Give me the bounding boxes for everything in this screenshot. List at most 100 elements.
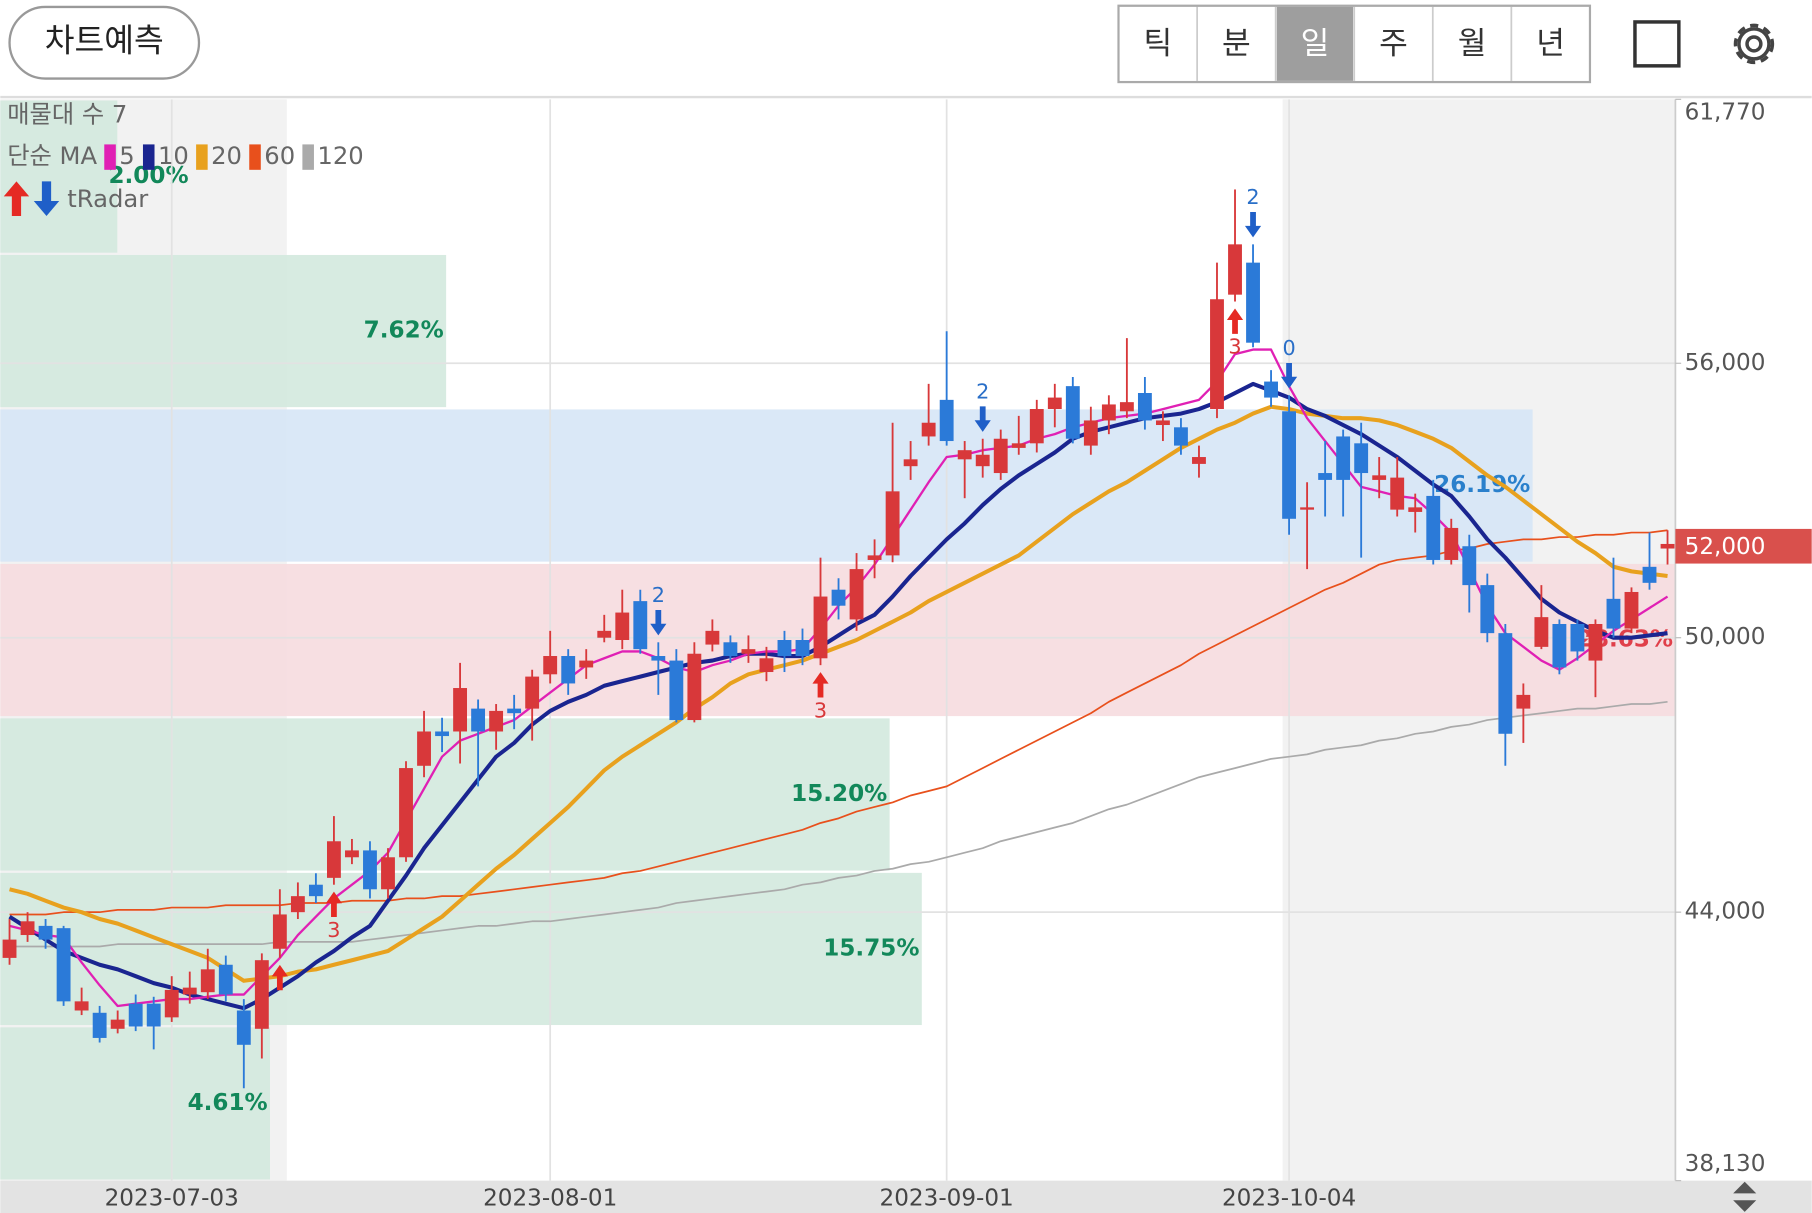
candle-body	[254, 960, 269, 1029]
signal-down-arrow	[974, 406, 991, 432]
ma-legend-swatch	[249, 144, 261, 170]
candle-body	[849, 569, 864, 620]
candle-body	[2, 939, 17, 958]
candle-body	[1210, 299, 1224, 410]
gear-ring[interactable]	[1737, 27, 1771, 61]
candle-body	[687, 653, 702, 721]
candle-body	[1174, 427, 1188, 446]
tab[interactable]	[1119, 6, 1196, 81]
candle-body	[345, 850, 359, 858]
candle-body	[921, 422, 936, 437]
candle-body	[669, 660, 684, 721]
candle-body	[1624, 591, 1639, 629]
x-tick-label: 2023-10-04	[1222, 1186, 1356, 1212]
candle-body	[1390, 477, 1405, 510]
candle-body	[1282, 411, 1297, 519]
signal-down-arrow	[650, 609, 667, 636]
gear-teeth[interactable]	[1733, 23, 1775, 65]
ma-legend-label: 60	[264, 141, 295, 170]
candle-body	[236, 1010, 251, 1045]
volume-profile-band	[0, 1027, 271, 1180]
signal-down-icon	[33, 181, 60, 217]
candle-body	[1408, 507, 1423, 512]
signal-label: 2	[976, 380, 989, 404]
tab-label[interactable]: 틱	[1143, 26, 1172, 62]
candle-body	[1047, 397, 1062, 410]
candle-body	[723, 642, 738, 657]
volume-profile-band	[0, 100, 118, 253]
ma-legend: 단순 MA	[7, 141, 97, 170]
tab-label[interactable]: 일	[1301, 26, 1330, 62]
candle-body	[56, 928, 71, 1002]
predict-button[interactable]	[8, 5, 201, 80]
scroll-up[interactable]	[1733, 1181, 1757, 1194]
candle-body	[975, 454, 990, 467]
candle-body	[182, 987, 197, 995]
candle-body	[128, 1003, 143, 1027]
ma-legend-swatch	[302, 144, 314, 170]
candle-body	[290, 896, 305, 913]
candle-body	[1300, 507, 1315, 510]
candle-body	[1354, 443, 1369, 474]
tab-label[interactable]: 년	[1536, 26, 1565, 62]
tab-label[interactable]: 분	[1222, 26, 1251, 62]
candle-body	[1246, 262, 1260, 343]
tab-label[interactable]: 주	[1379, 26, 1408, 62]
candle-body	[20, 921, 35, 936]
fullscreen-icon[interactable]	[1633, 20, 1681, 68]
moving-average-line	[9, 529, 1668, 916]
candle-body	[1480, 585, 1495, 634]
profile-legend: 매물대 수 7	[7, 100, 127, 129]
current-price-label: 52,000	[1685, 534, 1766, 560]
ma-legend-swatch	[142, 144, 155, 170]
settings-icon[interactable]	[1733, 23, 1775, 65]
volume-profile-label: 4.61%	[188, 1090, 268, 1116]
signal-label: 3	[814, 698, 827, 722]
x-tick-label: 2023-08-01	[483, 1186, 617, 1212]
current-price-box	[1675, 528, 1812, 564]
tab-label[interactable]: 월	[1458, 26, 1487, 62]
candle-body	[1372, 475, 1387, 480]
candle-body	[1318, 473, 1333, 480]
candle-body	[885, 491, 900, 556]
y-tick-label: 50,000	[1685, 624, 1766, 650]
candle-body	[1426, 495, 1441, 560]
volume-profile-band	[0, 409, 1533, 562]
candle-body	[867, 555, 882, 560]
candle-body	[1534, 617, 1549, 647]
candle-body	[741, 649, 756, 654]
tab[interactable]	[1433, 6, 1511, 81]
tab-selected[interactable]	[1276, 6, 1354, 81]
tab[interactable]	[1198, 6, 1275, 81]
moving-average-line	[8, 381, 1668, 1011]
candle-body	[381, 857, 395, 890]
x-tick-label: 2023-07-03	[105, 1186, 239, 1212]
candle-body	[308, 884, 323, 897]
candle-body	[1588, 623, 1603, 661]
ma-legend-swatch	[196, 144, 208, 170]
gear-hole[interactable]	[1745, 35, 1763, 53]
candle-body	[1660, 543, 1675, 549]
candle-body	[597, 630, 612, 638]
axes: 2023-07-03 2023-08-01 2023-09-01 2023-10-04…	[105, 98, 1812, 1212]
candle-body	[993, 438, 1008, 474]
tab[interactable]	[1355, 6, 1432, 81]
candle-body	[164, 989, 179, 1018]
predict-button-label[interactable]: 차트예측	[45, 22, 164, 60]
candle-body	[1642, 566, 1657, 583]
candle-body	[903, 459, 918, 467]
candle-body	[200, 969, 215, 993]
candle-body	[435, 731, 449, 737]
ma-legend-label: 20	[211, 141, 242, 170]
ma-legend-label: 10	[158, 141, 189, 170]
signal-label: 0	[1282, 336, 1295, 360]
signal-legend: tRadar	[67, 184, 148, 213]
scroll-icon[interactable]	[1733, 1181, 1757, 1212]
tab[interactable]	[1512, 6, 1589, 81]
ma-legend-label: 5	[119, 141, 134, 170]
signal-up-icon	[3, 181, 30, 217]
y-tick-label: 61,770	[1685, 100, 1766, 126]
scroll-down[interactable]	[1733, 1200, 1757, 1212]
candle-body	[1516, 694, 1531, 709]
candle-body	[615, 612, 630, 641]
